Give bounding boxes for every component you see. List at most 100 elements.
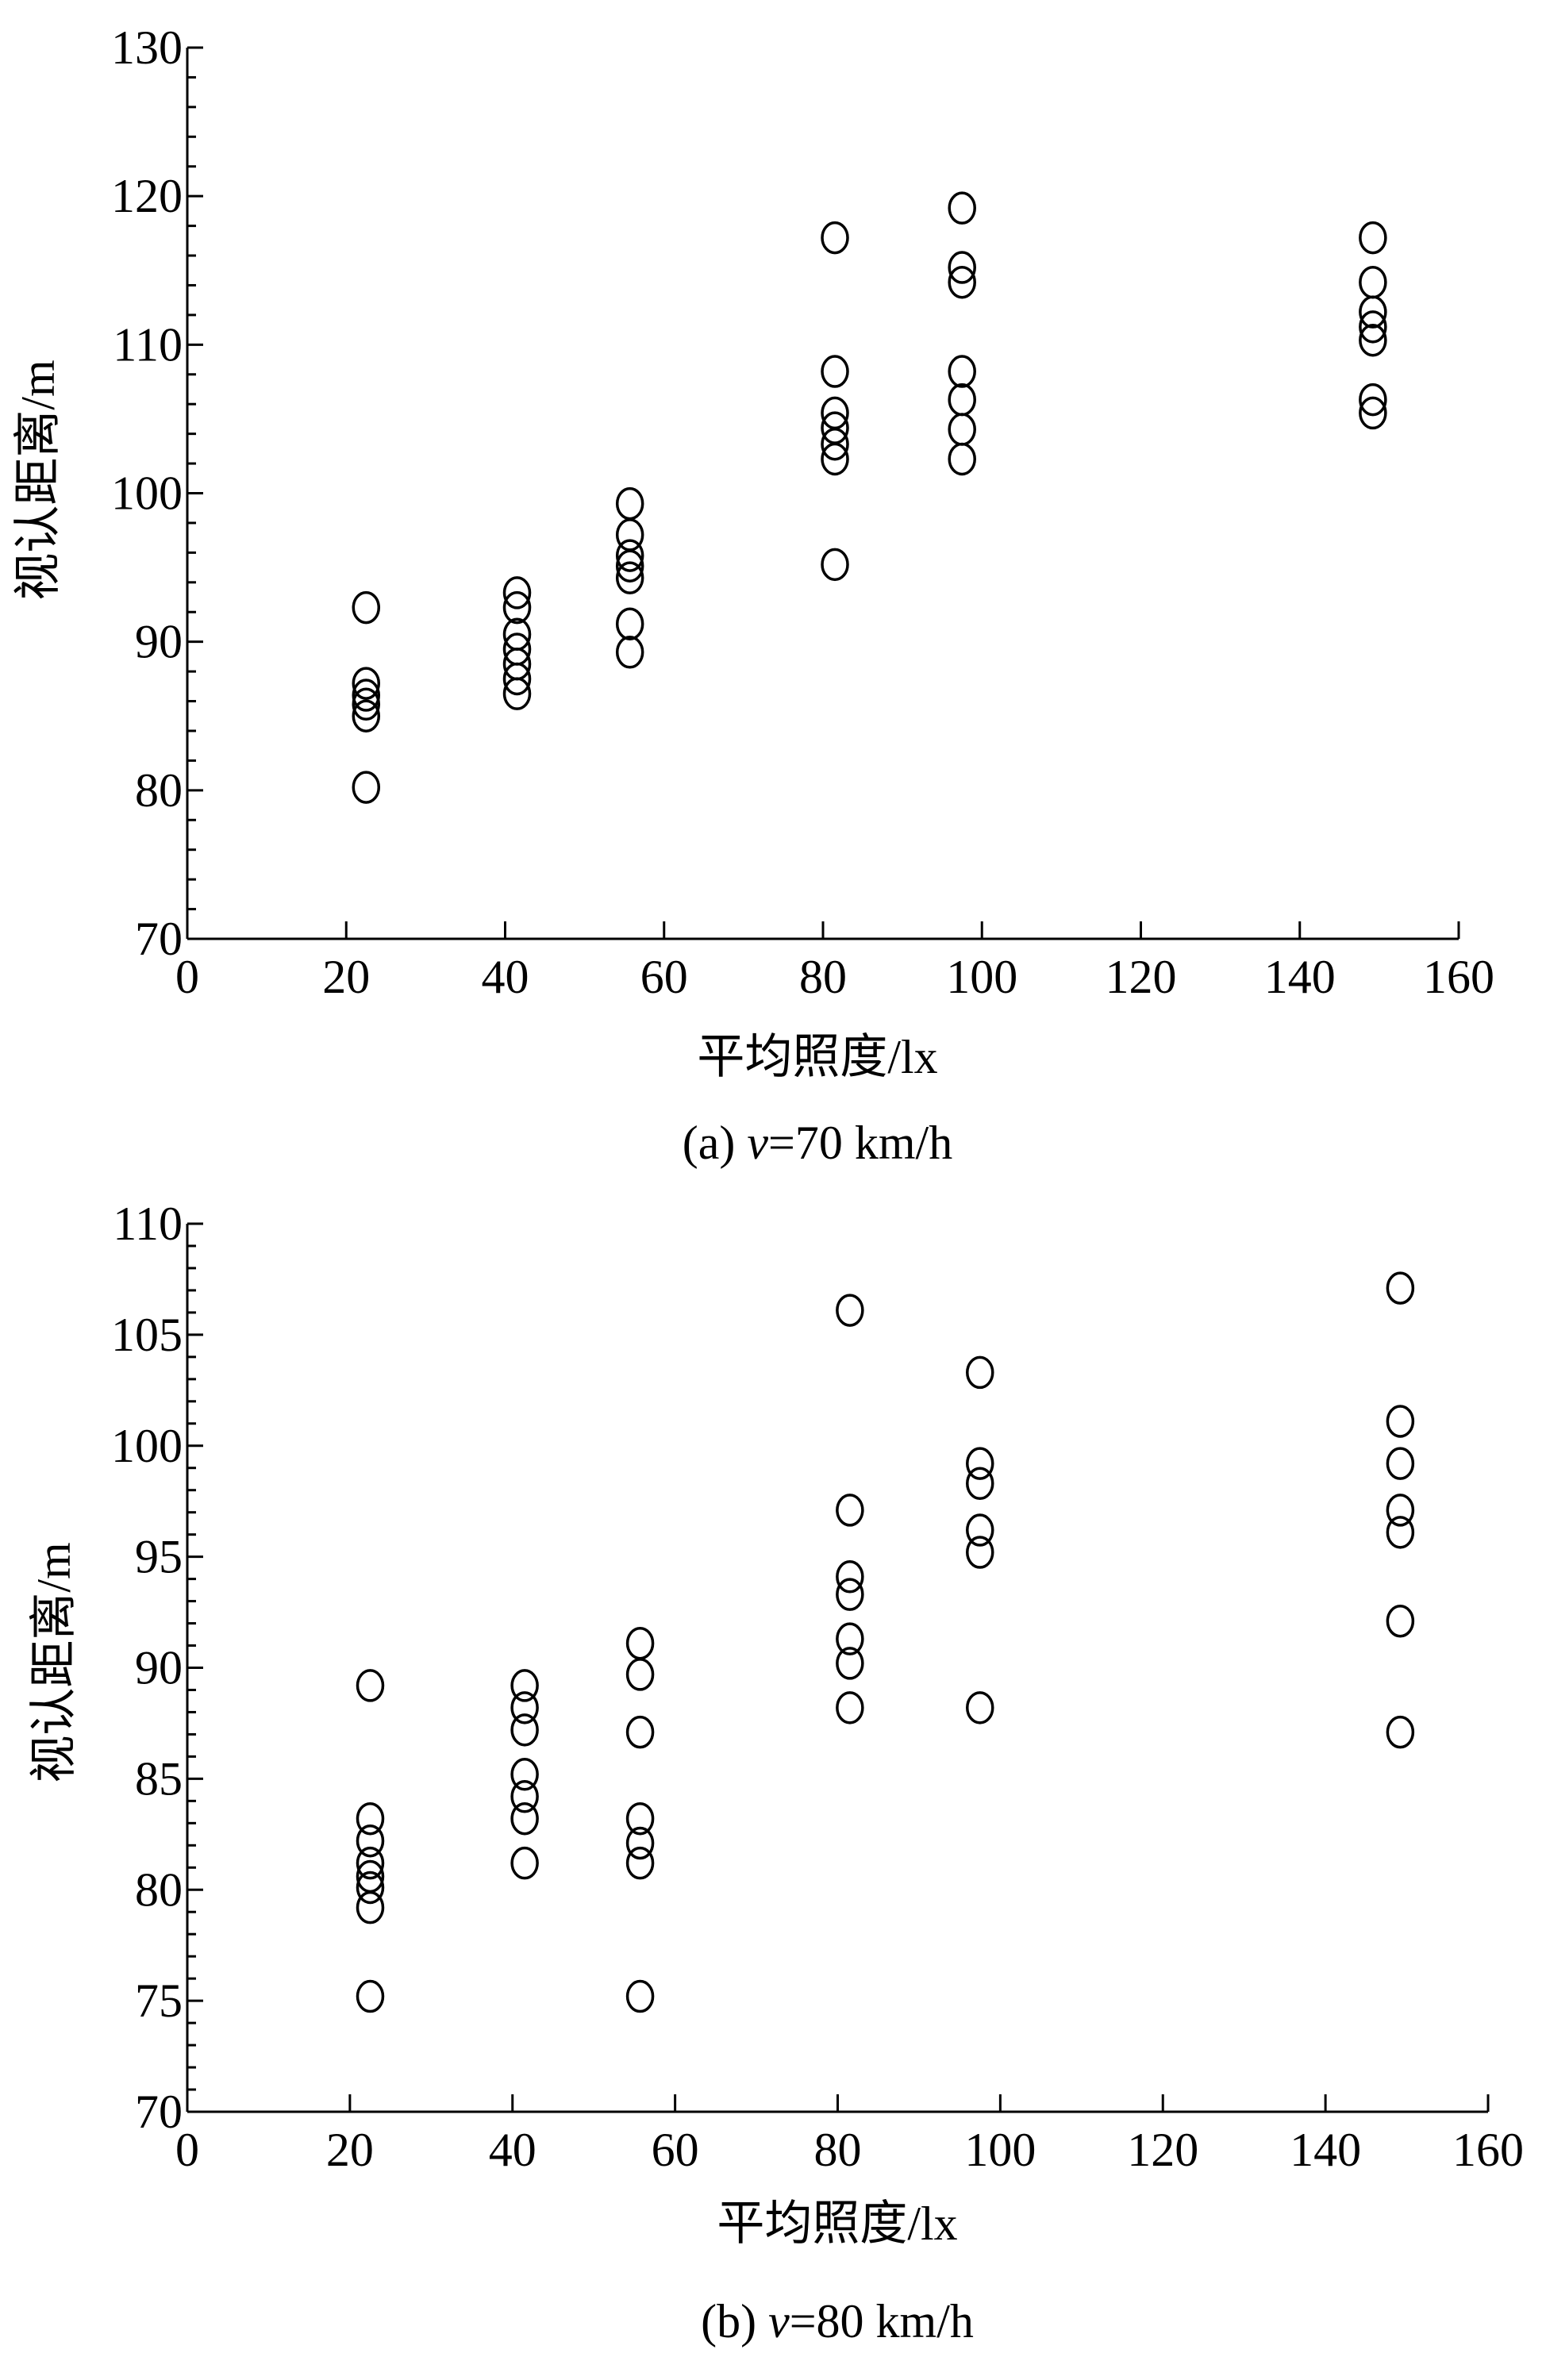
chart-b-data-point [625, 1715, 655, 1749]
chart-a-data-point [948, 265, 976, 299]
chart-b-x-tick-label: 40 [489, 2124, 536, 2176]
chart-a-data-point [615, 561, 644, 594]
chart-b-data-point [625, 1658, 655, 1691]
chart-b-y-tick-label: 105 [111, 1309, 183, 1361]
chart-a-caption-prefix: (a) [683, 1117, 748, 1169]
chart-a-y-tick-label: 90 [135, 616, 183, 668]
chart-b-caption-suffix: =80 km/h [790, 2295, 974, 2347]
chart-b-data-point [356, 1801, 385, 1836]
chart-b-data-point [510, 1801, 539, 1836]
chart-b-data-point [625, 1801, 655, 1836]
chart-a-x-tick-label: 160 [1423, 951, 1494, 1003]
chart-b-data-point [1386, 1715, 1415, 1749]
chart-b-tick-labels: 0 20 40 60 80 100 120 140 160 70 75 80 85 90 95 100 105 1… [111, 1198, 1524, 2176]
chart-a-data-point [821, 355, 849, 388]
chart-b-caption-var: v [768, 2295, 790, 2347]
chart-a-data-point [615, 636, 644, 669]
chart-b-x-tick-label: 160 [1452, 2124, 1524, 2176]
chart-a-caption-suffix: =70 km/h [768, 1117, 952, 1169]
chart-b-x-tick-label: 100 [964, 2124, 1036, 2176]
chart-b-data-point [836, 1560, 864, 1594]
chart-a-x-tick-label: 140 [1264, 951, 1336, 1003]
chart-a-data-point [948, 355, 976, 388]
chart-b-y-tick-label: 70 [135, 2086, 183, 2138]
chart-b-data-point [1386, 1605, 1415, 1638]
chart-a-x-tick-label: 100 [946, 951, 1017, 1003]
chart-a-data-point [821, 442, 849, 476]
chart-b-x-axis-label: 平均照度/lx [717, 2197, 957, 2250]
chart-b-data-point [1386, 1516, 1415, 1549]
chart-a-points [352, 191, 1387, 804]
chart-b-caption-prefix: (b) [701, 2295, 768, 2347]
chart-a-y-tick-label: 120 [111, 170, 183, 222]
chart-b-data-point [966, 1355, 994, 1390]
chart-a-y-tick-label: 110 [113, 318, 183, 371]
chart-b-data-point [510, 1691, 539, 1724]
chart-b-x-tick-label: 140 [1290, 2124, 1361, 2176]
chart-b-x-tick-label: 120 [1127, 2124, 1198, 2176]
chart-b-data-point [836, 1494, 864, 1527]
chart-b-data-point [356, 1824, 385, 1858]
chart-a-y-tick-label: 70 [135, 913, 183, 965]
chart-a-data-point [821, 221, 849, 255]
chart-a-data-point [821, 548, 849, 582]
chart-a-x-tick-label: 120 [1106, 951, 1177, 1003]
chart-b-data-point [836, 1647, 864, 1680]
chart-a-data-point [821, 427, 849, 461]
chart-a-x-axis-label: 平均照度/lx [697, 1031, 937, 1083]
chart-a-x-tick-label: 60 [640, 951, 688, 1003]
chart-b-data-point [966, 1513, 994, 1547]
chart-b-y-tick-label: 90 [135, 1642, 183, 1694]
chart-a-data-point [615, 607, 644, 640]
chart-b-data-point [510, 1669, 539, 1702]
chart-a-ticks [186, 46, 1460, 940]
chart-b-y-tick-label: 110 [113, 1198, 183, 1250]
chart-a-data-point [502, 590, 532, 625]
chart-a-data-point [615, 549, 644, 583]
chart-b-data-point [510, 1780, 539, 1813]
chart-a-caption-var: v [747, 1117, 768, 1169]
chart-b-data-point [356, 1669, 385, 1702]
chart-a-data-point [352, 590, 381, 625]
chart-a-data-point [502, 662, 532, 696]
chart-b-data-point [625, 1979, 655, 2013]
chart-a-y-axis-label: 视认距离/m [12, 359, 64, 600]
chart-a-data-point [1359, 310, 1387, 344]
chart-a-data-point [502, 576, 532, 609]
chart-a-data-point [352, 699, 381, 732]
chart-b-data-point [510, 1713, 539, 1747]
chart-a-data-point [502, 677, 532, 710]
chart-b-x-tick-label: 0 [175, 2124, 199, 2176]
chart-b-data-point [836, 1578, 864, 1611]
chart-b: 0 20 40 60 80 100 120 140 160 70 75 80 85 90 95 100 105 1… [28, 1198, 1524, 2347]
chart-b-data-point [356, 1871, 385, 1905]
chart-b-data-point [836, 1294, 864, 1327]
chart-b-data-point [836, 1622, 864, 1655]
chart-a-data-point [352, 679, 381, 712]
chart-a-data-point [352, 687, 381, 721]
chart-a-data-point [1359, 221, 1387, 255]
chart-b-data-point [1386, 1494, 1415, 1527]
chart-a-data-point [352, 667, 381, 700]
chart-b-data-point [356, 1890, 385, 1924]
chart-a-caption: (a) v=70 km/h [683, 1117, 952, 1169]
chart-b-x-tick-label: 20 [326, 2124, 374, 2176]
chart-a-y-tick-label: 130 [111, 21, 183, 74]
chart-b-data-point [1386, 1447, 1415, 1480]
chart-a-data-point [352, 771, 381, 804]
chart-b-data-point [356, 1846, 385, 1880]
chart-a-y-tick-label: 100 [111, 467, 183, 520]
chart-b-data-point [625, 1826, 655, 1860]
chart-b-data-point [966, 1447, 994, 1480]
chart-a-data-point [948, 442, 976, 476]
chart-a-x-tick-label: 80 [799, 951, 847, 1003]
chart-a-x-tick-label: 40 [482, 951, 529, 1003]
chart-a: 0 20 40 60 80 100 120 140 160708090100110120130 … [12, 21, 1494, 1169]
chart-b-caption: (b) v=80 km/h [701, 2295, 974, 2347]
chart-b-data-point [836, 1691, 864, 1724]
chart-b-x-tick-label: 80 [814, 2124, 862, 2176]
chart-b-ticks [186, 1222, 1490, 2113]
chart-b-y-tick-label: 100 [111, 1420, 183, 1472]
chart-b-points [356, 1271, 1415, 2013]
chart-a-x-tick-label: 20 [322, 951, 370, 1003]
